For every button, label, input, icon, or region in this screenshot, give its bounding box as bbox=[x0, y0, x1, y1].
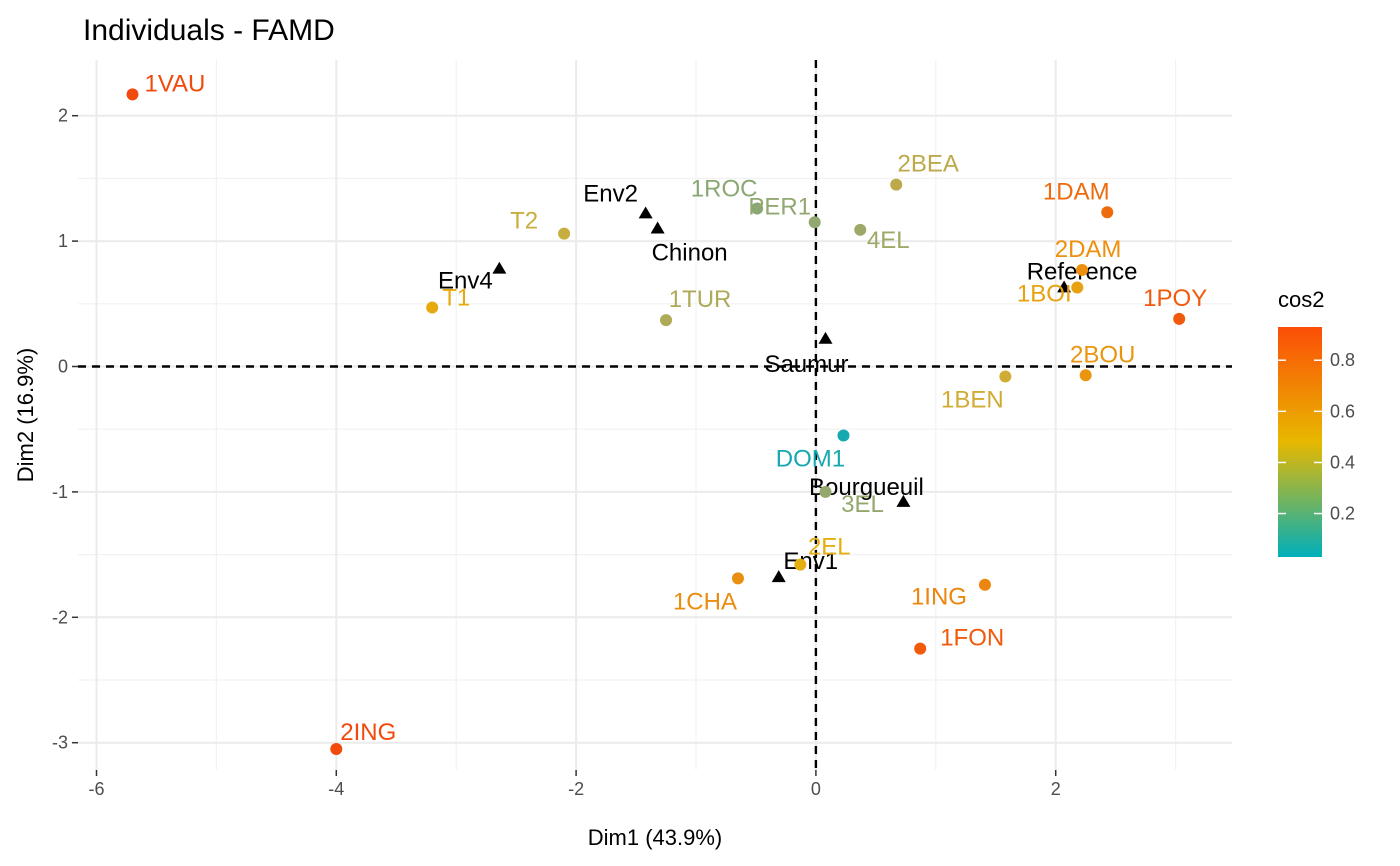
grid bbox=[78, 60, 1232, 770]
supplementary-marker bbox=[650, 221, 665, 234]
supplementary-label: Env4 bbox=[438, 268, 493, 295]
reference-lines bbox=[78, 60, 1232, 770]
supplementary-marker bbox=[771, 570, 786, 583]
individual-label: PER1 bbox=[748, 193, 811, 220]
individual-label: 1CHA bbox=[673, 588, 737, 615]
individual-point bbox=[558, 227, 571, 240]
individual-point bbox=[330, 742, 343, 755]
supplementary-label: Env1 bbox=[783, 548, 838, 575]
individual-point bbox=[914, 642, 927, 655]
individual-point bbox=[978, 578, 991, 591]
x-tick-label: 2 bbox=[1051, 779, 1061, 799]
y-tick-label: 2 bbox=[58, 106, 68, 126]
individual-point bbox=[999, 370, 1012, 383]
supplementary-label: Saumur bbox=[764, 351, 848, 378]
y-tick-label: -1 bbox=[52, 482, 68, 502]
individual-point bbox=[808, 216, 821, 229]
individual-point bbox=[890, 178, 903, 191]
legend-tick-label: 0.4 bbox=[1330, 452, 1355, 472]
individual-point bbox=[426, 301, 439, 314]
chart-title: Individuals - FAMD bbox=[83, 14, 335, 47]
individual-point bbox=[660, 314, 673, 327]
y-tick-label: 1 bbox=[58, 231, 68, 251]
individual-label: 1POY bbox=[1143, 285, 1207, 312]
individual-label: 4EL bbox=[867, 227, 910, 254]
legend-tick-label: 0.6 bbox=[1330, 401, 1355, 421]
individual-point bbox=[819, 485, 832, 498]
individual-label: 2EL bbox=[808, 534, 851, 561]
legend: cos2 0.2 0.4 0.6 0.8 bbox=[1278, 287, 1355, 557]
individual-label: 1ING bbox=[911, 584, 967, 611]
supplementary-marker bbox=[638, 206, 653, 219]
x-tick-label: -6 bbox=[88, 779, 104, 799]
x-tick-label: -2 bbox=[568, 779, 584, 799]
individual-label: 1TUR bbox=[669, 286, 732, 313]
individual-label: 1DAM bbox=[1043, 178, 1110, 205]
legend-tick-label: 0.2 bbox=[1330, 504, 1355, 524]
individual-point bbox=[751, 202, 764, 215]
individual-label: 2BEA bbox=[898, 151, 959, 178]
y-tick-label: 0 bbox=[58, 357, 68, 377]
x-tick-label: 0 bbox=[811, 779, 821, 799]
individual-label: 1VAU bbox=[144, 70, 205, 97]
individual-label: T2 bbox=[510, 208, 538, 235]
supplementary-marker bbox=[1057, 280, 1072, 293]
individual-point bbox=[854, 223, 867, 236]
individual-point bbox=[1173, 312, 1186, 325]
individual-label: 1BOI bbox=[1017, 280, 1072, 307]
plot-panel bbox=[78, 60, 1232, 770]
individual-label: 2ING bbox=[340, 719, 396, 746]
supplementary-label: Env2 bbox=[583, 181, 638, 208]
individual-label: 3EL bbox=[841, 491, 884, 518]
y-tick-label: -3 bbox=[52, 733, 68, 753]
y-tick-label: -2 bbox=[52, 607, 68, 627]
individual-label: DOM1 bbox=[776, 445, 845, 472]
individual-point bbox=[1076, 263, 1089, 276]
x-axis-title: Dim1 (43.9%) bbox=[588, 825, 722, 850]
supplementary-marker bbox=[896, 494, 911, 507]
individual-label: 1ROC bbox=[691, 175, 758, 202]
legend-tick-label: 0.8 bbox=[1330, 350, 1355, 370]
individual-point bbox=[126, 88, 139, 101]
individual-point bbox=[1071, 281, 1084, 294]
individual-label: 1FON bbox=[940, 625, 1004, 652]
legend-colorbar bbox=[1278, 327, 1322, 557]
individual-point bbox=[794, 558, 807, 571]
individual-label: T1 bbox=[442, 285, 470, 312]
individual-point bbox=[731, 572, 744, 585]
supplementary-marker bbox=[492, 261, 507, 274]
individual-point bbox=[1101, 206, 1114, 219]
individual-label: 2DAM bbox=[1055, 236, 1122, 263]
supplementary-label: Chinon bbox=[652, 240, 728, 267]
individual-point bbox=[1079, 369, 1092, 382]
individual-label: 2BOU bbox=[1070, 341, 1135, 368]
y-axis-title: Dim2 (16.9%) bbox=[13, 348, 38, 482]
supplementary-marker bbox=[818, 331, 833, 344]
axes: -6 -4 -2 0 2 -3 -2 -1 0 1 2 Dim1 (43.9%) Dim2 (16.9%… bbox=[13, 106, 1061, 850]
individual-label: 1BEN bbox=[941, 387, 1004, 414]
individual-point bbox=[837, 429, 850, 442]
legend-title: cos2 bbox=[1278, 287, 1324, 312]
x-tick-label: -4 bbox=[328, 779, 344, 799]
